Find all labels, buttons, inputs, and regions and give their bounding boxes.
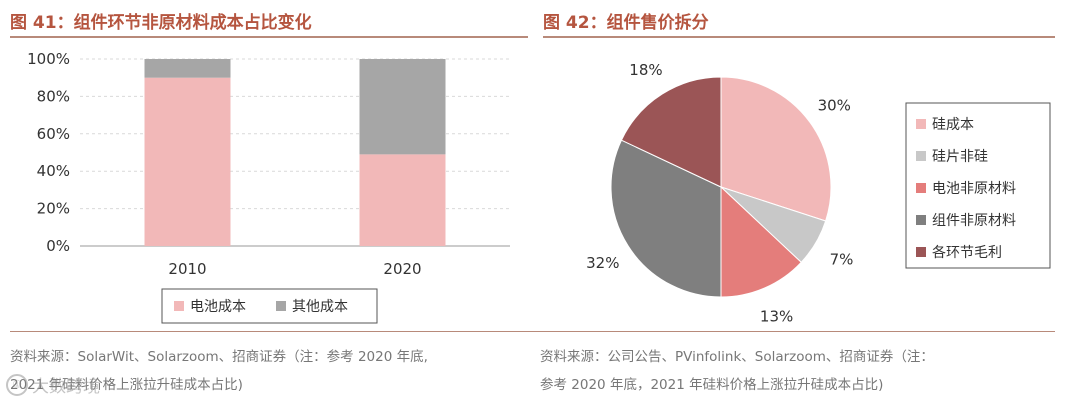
y-tick-label: 20% [37, 200, 70, 218]
legend-swatch [916, 151, 926, 161]
y-tick-label: 100% [27, 50, 70, 68]
legend-label: 各环节毛利 [932, 245, 1002, 261]
legend-label: 电池成本 [190, 299, 246, 315]
bar-2010-1 [144, 59, 231, 78]
pie-slice-3 [610, 139, 722, 298]
bar-2020-0 [359, 154, 446, 246]
right-source-line-2: 参考 2020 年底，2021 年硅料价格上涨拉升硅成本占比) [540, 377, 884, 393]
pie-value-label: 30% [818, 97, 851, 115]
right-title-divider [543, 36, 1055, 38]
y-tick-label: 0% [46, 237, 70, 255]
bar-legend-box [161, 288, 378, 324]
pie-slice-2 [720, 185, 802, 298]
left-source-line-1: 资料来源：SolarWit、Solarzoom、招商证券（注：参考 2020 年… [10, 349, 428, 365]
pie-value-label: 13% [760, 307, 793, 325]
x-tick-label: 2020 [383, 260, 421, 278]
right-source-line-1: 资料来源：公司公告、PVinfolink、Solarzoom、招商证券（注： [540, 349, 934, 365]
pie-value-label: 18% [629, 61, 662, 79]
legend-label: 其他成本 [292, 299, 348, 315]
legend-swatch [916, 247, 926, 257]
right-chart-title: 图 42：组件售价拆分 [543, 13, 709, 33]
pie-slice-4 [620, 76, 722, 188]
source-divider [10, 331, 1055, 332]
bar-2010-0 [144, 77, 231, 246]
watermark-text: 大数跨境 [32, 377, 100, 397]
legend-swatch [916, 119, 926, 129]
watermark-logo-icon: ① [6, 373, 28, 396]
legend-label: 硅片非硅 [932, 149, 988, 165]
left-chart-title: 图 41：组件环节非原材料成本占比变化 [10, 13, 312, 33]
pie-legend-box [905, 102, 1051, 269]
legend-swatch [174, 301, 184, 311]
legend-swatch [276, 301, 286, 311]
pie-value-label: 32% [586, 254, 619, 272]
legend-label: 硅成本 [932, 117, 974, 133]
legend-swatch [916, 183, 926, 193]
bar-2020-1 [359, 59, 446, 155]
y-tick-label: 60% [37, 125, 70, 143]
pie-slice-0 [720, 76, 832, 222]
legend-label: 电池非原材料 [932, 181, 1016, 197]
x-tick-label: 2010 [168, 260, 206, 278]
legend-label: 组件非原材料 [932, 213, 1016, 229]
y-tick-label: 80% [37, 87, 70, 105]
legend-swatch [916, 215, 926, 225]
watermark: ① 大数跨境 [6, 372, 100, 397]
left-title-divider [10, 36, 528, 38]
stacked-bar-chart: 0% 20% 40% 60% 80% 100% 2010 2020 电池成本 其他成本 [27, 50, 510, 324]
pie-value-label: 7% [830, 250, 854, 268]
y-tick-label: 40% [37, 162, 70, 180]
left-source-line-2: 2021 年硅料价格上涨拉升硅成本占比) [10, 377, 243, 393]
